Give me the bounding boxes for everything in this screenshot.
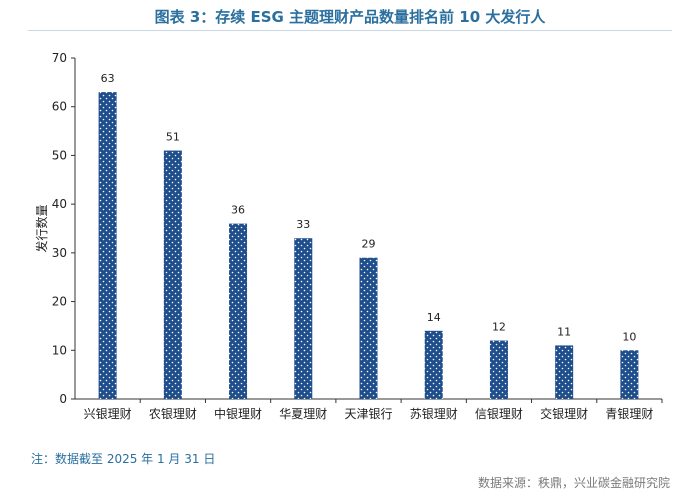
data-label: 12 — [492, 321, 506, 334]
y-tick-label: 60 — [52, 100, 67, 114]
x-category-label: 农银理财 — [149, 407, 197, 421]
x-category-label: 信银理财 — [475, 407, 523, 421]
data-source: 数据来源：秩鼎，兴业碳金融研究院 — [477, 476, 670, 490]
bar — [294, 238, 313, 399]
data-label: 36 — [231, 204, 245, 217]
x-category-label: 苏银理财 — [410, 407, 458, 421]
bar — [229, 223, 248, 399]
data-label: 51 — [166, 131, 180, 144]
y-tick-label: 70 — [52, 51, 67, 65]
data-label: 33 — [296, 218, 310, 231]
bar — [163, 150, 182, 399]
y-tick-label: 50 — [52, 148, 67, 162]
bar — [98, 92, 117, 399]
y-tick-label: 20 — [52, 295, 67, 309]
data-label: 29 — [362, 238, 376, 251]
y-tick-label: 10 — [52, 343, 67, 357]
bar — [359, 257, 378, 399]
x-category-label: 青银理财 — [605, 407, 653, 421]
data-label: 11 — [557, 325, 571, 338]
data-label: 14 — [427, 311, 441, 324]
chart-title: 图表 3：存续 ESG 主题理财产品数量排名前 10 大发行人 — [154, 8, 546, 26]
x-category-label: 华夏理财 — [279, 407, 327, 421]
x-category-label: 兴银理财 — [84, 407, 132, 421]
y-tick-label: 40 — [52, 197, 67, 211]
x-category-label: 中银理财 — [214, 406, 262, 421]
bar — [620, 350, 639, 399]
footnote: 注：数据截至 2025 年 1 月 31 日 — [31, 452, 216, 466]
bar — [555, 345, 574, 399]
title-divider — [28, 30, 672, 31]
bar-chart: 0 10 20 30 40 50 60 70 63 兴银理财 51 农银理财 36 中银理财 33 华夏理财… — [34, 51, 663, 421]
x-category-label: 交银理财 — [540, 406, 588, 421]
y-axis-label: 发行数量 — [34, 204, 49, 252]
data-label: 10 — [622, 330, 636, 343]
data-label: 63 — [101, 72, 115, 85]
x-category-label: 天津银行 — [344, 407, 392, 421]
y-tick-label: 0 — [59, 392, 67, 406]
bar — [489, 340, 508, 399]
y-tick-label: 30 — [52, 246, 67, 260]
bar — [424, 330, 443, 399]
